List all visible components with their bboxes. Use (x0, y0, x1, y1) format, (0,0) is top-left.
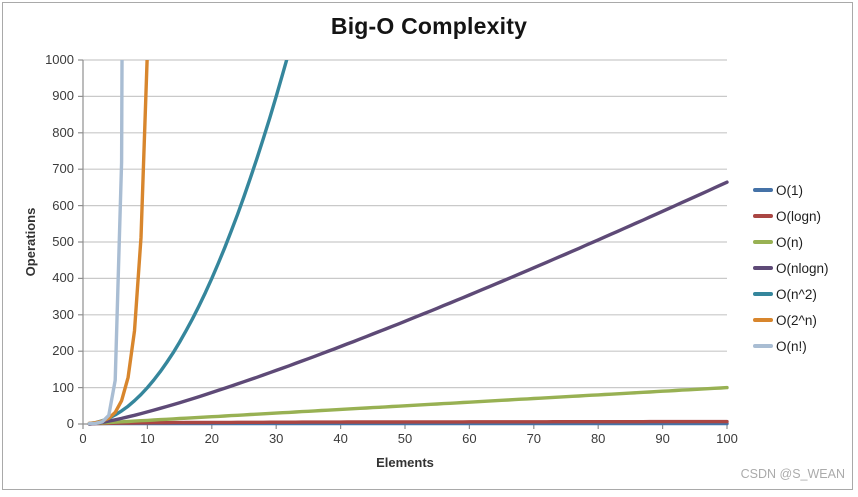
x-tick-label: 50 (397, 431, 413, 446)
x-tick-label: 60 (462, 431, 477, 446)
y-tick-label: 0 (66, 416, 74, 431)
legend-label: O(2^n) (776, 312, 817, 328)
legend: O(1) O(logn) O(n) O(nlogn) O(n^2) O(2^n) O(n!) (753, 177, 829, 359)
x-tick-label: 20 (204, 431, 220, 446)
y-tick-label: 900 (52, 88, 74, 104)
y-tick-label: 800 (52, 124, 74, 140)
series-group (87, 60, 729, 426)
legend-item: O(1) (753, 177, 829, 203)
chart-outer-frame (2, 2, 853, 490)
legend-line-swatch (753, 266, 773, 270)
legend-item: O(n^2) (753, 281, 829, 307)
series-line-on2 (87, 60, 289, 426)
legend-label: O(n^2) (776, 286, 817, 302)
x-tick-label: 100 (716, 431, 738, 446)
x-tick-label: 10 (140, 431, 155, 446)
y-tick-label: 600 (52, 197, 74, 213)
x-tick-label: 70 (526, 431, 542, 446)
legend-item: O(n) (753, 229, 829, 255)
series-line-ologn (87, 419, 729, 426)
y-tick-label: 100 (52, 379, 74, 395)
legend-line-swatch (753, 188, 773, 192)
legend-label: O(nlogn) (776, 260, 829, 276)
chart-title: Big-O Complexity (330, 13, 528, 39)
legend-line-swatch (753, 214, 773, 218)
legend-item: O(2^n) (753, 307, 829, 333)
series-line-on (87, 385, 729, 426)
x-tick-label: 90 (655, 431, 670, 446)
y-tick-label: 300 (52, 306, 74, 322)
y-tick-label: 500 (52, 234, 74, 249)
legend-item: O(nlogn) (753, 255, 829, 281)
series-line-onlogn (87, 180, 729, 426)
series-line-on (87, 60, 124, 426)
y-tick-label: 700 (52, 161, 74, 177)
x-axis-title: Elements (376, 455, 434, 470)
legend-label: O(n!) (776, 338, 807, 354)
x-tick-label: 30 (268, 431, 284, 446)
y-tick-label: 200 (52, 343, 74, 359)
legend-line-swatch (753, 318, 773, 322)
legend-label: O(n) (776, 234, 803, 250)
legend-item: O(n!) (753, 333, 829, 359)
legend-label: O(1) (776, 182, 803, 198)
legend-line-swatch (753, 240, 773, 244)
x-tick-label: 40 (333, 431, 348, 446)
legend-line-swatch (753, 344, 773, 348)
y-tick-label: 1000 (45, 52, 74, 67)
x-tick-label: 80 (590, 431, 606, 446)
legend-label: O(logn) (776, 208, 822, 224)
y-tick-label: 400 (52, 270, 74, 286)
watermark-text: CSDN @S_WEAN (740, 467, 845, 481)
legend-line-swatch (753, 292, 773, 296)
legend-item: O(logn) (753, 203, 829, 229)
x-tick-label: 0 (79, 431, 87, 446)
